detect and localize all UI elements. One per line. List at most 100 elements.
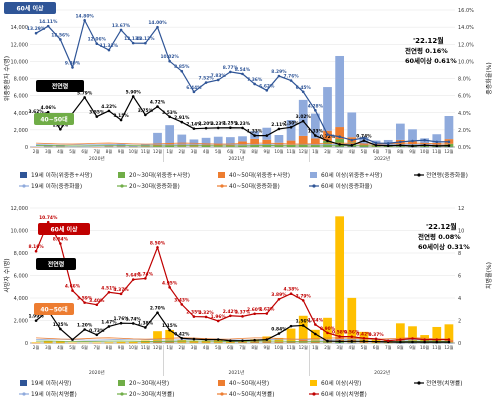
bar-age60 [445,324,454,340]
x-tick-label: 5월 [215,148,222,155]
rate-label: 11.32% [100,43,119,49]
rate-point [108,325,111,328]
rate-point [375,142,378,145]
legend-label: 40~50대(사망) [229,379,269,387]
x-tick-label: 8월 [251,344,258,351]
rate-point [217,338,220,341]
rate-point [302,90,305,93]
x-tick-label: 7월 [385,148,392,155]
x-tick-label: 10월 [274,344,283,351]
y-tick-label: 0 [25,145,28,151]
rate-point [132,322,135,325]
rate-point [435,338,438,341]
rate-point [217,79,220,82]
bar-age40-50 [275,342,284,343]
year-label: 2021년 [228,369,244,376]
rate-point [168,60,171,63]
bar-age20-30 [323,342,332,343]
x-tick-label: 4월 [57,148,64,155]
x-tick-label: 3월 [336,148,343,155]
rate-label: 10.74% [39,215,58,221]
rate-label: 6.62% [259,83,275,89]
rate-label: 4.95% [162,280,178,286]
legend-label: 19세 이하(사망) [31,379,71,387]
rate-point [363,337,366,340]
bar-age60 [335,56,344,127]
y2-tick-label: 4 [458,296,461,302]
rate-point [350,144,353,147]
rate-label: 4.37% [113,287,129,293]
rate-point [363,340,366,343]
rate-label: 1.25% [53,322,69,328]
rate-point [423,338,426,341]
x-tick-label: 6월 [373,148,380,155]
x-tick-label: 3월 [45,148,52,155]
x-tick-label: 3월 [191,344,198,351]
legend-marker [22,392,25,395]
y2-axis-label: 중증화율(%) [486,62,493,94]
rate-point [108,110,111,113]
rate-point [59,328,62,331]
bar-age60 [214,137,223,145]
bar-age20-30 [214,146,223,147]
x-tick-label: 4월 [203,148,210,155]
x-tick-label: 2월 [33,344,40,351]
rate-point [278,298,281,301]
rate-point [290,79,293,82]
rate-point [399,341,402,344]
x-tick-label: 7월 [239,148,246,155]
rate-point [423,341,426,344]
rate-point [83,96,86,99]
bar-age60 [226,137,235,144]
note-sixty-plus: 60세이상 0.61% [405,56,457,65]
rate-point [59,128,62,131]
legend-label: 40~50대(치명률) [229,390,274,398]
legend-label: 60세 이상(치명률) [321,390,367,398]
x-tick-label: 10월 [420,148,429,155]
x-tick-label: 12월 [299,148,308,155]
x-tick-label: 12월 [444,148,453,155]
x-tick-label: 4월 [203,344,210,351]
rate-point [156,26,159,29]
legend-marker [120,392,123,395]
bar-age60 [105,342,114,343]
rate-point [314,333,317,336]
rate-point [435,145,438,148]
rate-point [399,338,402,341]
legend-label: 19세 이하(중증화율) [31,182,82,190]
rate-point [302,120,305,123]
x-tick-label: 5월 [361,344,368,351]
rate-point [217,127,220,130]
y2-tick-label: 12 [458,206,464,212]
rate-point [290,325,293,328]
x-tick-label: 8월 [397,148,404,155]
rate-label: 7.83% [211,73,227,79]
bar-age60 [396,124,405,140]
rate-point [265,134,268,137]
bar-age40-50 [141,146,150,147]
deaths-chart: 02,0004,0006,0008,00010,00012,0000246810… [3,206,493,398]
x-tick-label: 8월 [106,344,113,351]
y-tick-label: 2,000 [14,128,28,134]
rate-label: 2.30% [283,120,299,126]
x-tick-label: 6월 [227,344,234,351]
rate-point [338,335,341,338]
x-tick-label: 2월 [179,148,186,155]
rate-point [132,95,135,98]
y2-tick-label: 10.0% [458,59,474,65]
rate-point [59,38,62,41]
y2-tick-label: 8.0% [458,77,471,83]
x-tick-label: 9월 [118,344,125,351]
rate-point [193,127,196,130]
y-tick-label: 6,000 [14,94,28,100]
rate-point [205,127,208,130]
rate-label: 0.42% [174,331,190,337]
rate-label: 2.23% [235,121,251,127]
x-tick-label: 1월 [312,148,319,155]
rate-point [156,246,159,249]
x-tick-label: 11월 [286,344,295,351]
x-tick-label: 2월 [33,148,40,155]
rate-label: 6.45% [296,85,312,91]
rate-point [241,127,244,130]
rate-label: 3.55% [89,110,105,116]
